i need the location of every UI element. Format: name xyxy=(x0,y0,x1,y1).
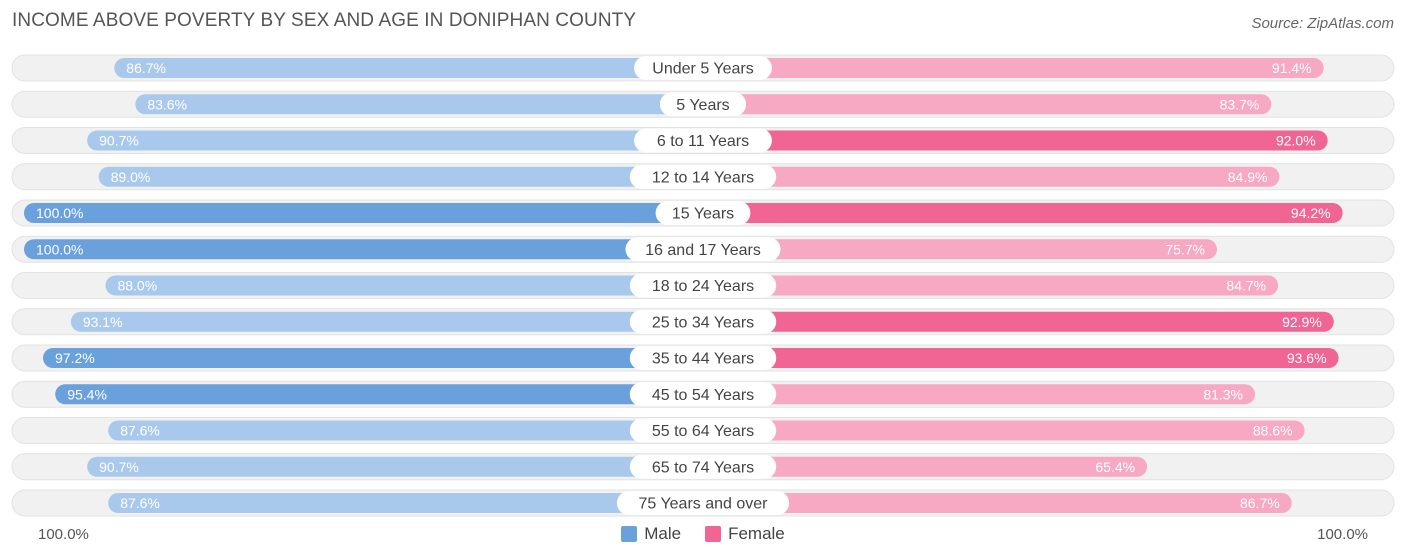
value-label-male: 89.0% xyxy=(111,169,151,185)
bar-male xyxy=(24,239,703,260)
bar-chart: 86.7% 91.4% Under 5 Years 83.6% 83.7% 5 Years… xyxy=(11,54,1395,517)
value-label-female: 84.9% xyxy=(1228,169,1268,185)
category-pill xyxy=(659,92,747,117)
bar-male xyxy=(55,384,703,405)
bar-female xyxy=(703,384,1256,405)
source-label: Source: ZipAtlas.com xyxy=(1251,15,1394,32)
bar-male xyxy=(87,130,704,151)
bar-male xyxy=(70,311,703,332)
axis-left-label: 100.0% xyxy=(38,526,89,543)
bar-female xyxy=(703,275,1279,296)
value-label-female: 92.0% xyxy=(1276,133,1316,149)
value-label-female: 91.4% xyxy=(1272,60,1312,76)
category-label: 75 Years and over xyxy=(639,496,769,513)
category-label: 45 to 54 Years xyxy=(652,387,754,404)
bar-female xyxy=(703,130,1328,151)
legend: Male Female xyxy=(0,524,1406,544)
value-label-male: 90.7% xyxy=(99,459,139,475)
value-label-male: 97.2% xyxy=(55,350,95,366)
category-label: Under 5 Years xyxy=(652,61,753,78)
axis-right-label: 100.0% xyxy=(1317,526,1368,543)
value-label-female: 83.7% xyxy=(1220,96,1260,112)
chart-title: INCOME ABOVE POVERTY BY SEX AND AGE IN D… xyxy=(12,10,637,31)
value-label-male: 100.0% xyxy=(36,241,83,257)
legend-label-male: Male xyxy=(644,524,682,543)
bar-male xyxy=(105,275,704,296)
bar-male xyxy=(114,58,703,78)
bar-male xyxy=(108,420,704,441)
category-label: 18 to 24 Years xyxy=(652,278,754,295)
bar-male xyxy=(135,94,703,115)
bar-female xyxy=(703,493,1292,513)
value-label-female: 86.7% xyxy=(1240,495,1280,511)
category-pill xyxy=(629,309,777,334)
bar-female xyxy=(703,203,1343,223)
bar-female xyxy=(703,58,1324,78)
bar-male xyxy=(43,348,703,368)
bar-female xyxy=(703,239,1218,260)
category-pill xyxy=(634,128,772,153)
bar-male xyxy=(87,456,704,477)
category-label: 55 to 64 Years xyxy=(652,423,754,440)
category-pill xyxy=(629,382,777,407)
bar-female xyxy=(703,311,1334,332)
value-label-female: 94.2% xyxy=(1291,205,1331,221)
legend-swatch-female xyxy=(705,526,722,542)
bar-male xyxy=(24,203,703,223)
value-label-female: 75.7% xyxy=(1165,241,1205,257)
category-pill xyxy=(629,164,777,189)
value-label-female: 81.3% xyxy=(1203,386,1243,402)
value-label-male: 86.7% xyxy=(126,60,166,76)
category-pill xyxy=(629,418,777,443)
value-label-female: 65.4% xyxy=(1095,459,1135,475)
value-label-male: 90.7% xyxy=(99,133,139,149)
bar-female xyxy=(703,420,1305,441)
category-pill xyxy=(625,237,781,262)
category-pill xyxy=(629,346,777,370)
category-pill xyxy=(616,491,790,515)
category-label: 15 Years xyxy=(672,206,734,223)
value-label-female: 84.7% xyxy=(1226,278,1266,294)
category-label: 65 to 74 Years xyxy=(652,459,754,476)
category-pill xyxy=(629,273,777,298)
value-label-male: 87.6% xyxy=(120,495,160,511)
category-pill xyxy=(629,454,777,479)
category-label: 5 Years xyxy=(676,97,729,114)
value-label-male: 95.4% xyxy=(67,386,107,402)
legend-label-female: Female xyxy=(728,524,785,543)
category-label: 16 and 17 Years xyxy=(645,242,761,259)
category-label: 6 to 11 Years xyxy=(657,133,749,150)
value-label-male: 88.0% xyxy=(117,278,157,294)
legend-item-female[interactable]: Female xyxy=(705,524,785,544)
value-label-female: 88.6% xyxy=(1253,423,1293,439)
bar-female xyxy=(703,456,1148,477)
value-label-male: 83.6% xyxy=(147,96,187,112)
category-label: 25 to 34 Years xyxy=(652,314,754,331)
category-pill xyxy=(634,56,772,80)
bar-female xyxy=(703,166,1280,187)
value-label-female: 92.9% xyxy=(1282,314,1322,330)
value-label-male: 87.6% xyxy=(120,423,160,439)
bar-male xyxy=(108,493,704,513)
category-label: 12 to 14 Years xyxy=(652,169,754,186)
bar-male xyxy=(98,166,703,187)
category-pill xyxy=(655,201,751,225)
legend-item-male[interactable]: Male xyxy=(621,524,681,544)
bar-female xyxy=(703,348,1339,368)
category-label: 35 to 44 Years xyxy=(652,351,754,368)
bar-female xyxy=(703,94,1272,115)
value-label-female: 93.6% xyxy=(1287,350,1327,366)
value-label-male: 100.0% xyxy=(36,205,83,221)
value-label-male: 93.1% xyxy=(83,314,123,330)
legend-swatch-male xyxy=(621,526,638,542)
